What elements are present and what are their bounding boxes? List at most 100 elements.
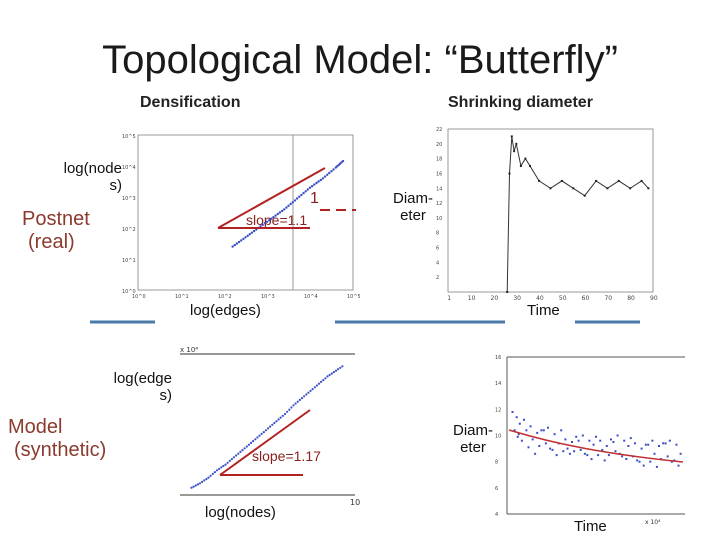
bl-point	[294, 402, 297, 405]
br-point	[575, 435, 578, 438]
br-y-tick: 10	[495, 434, 501, 440]
tl-point	[289, 202, 292, 206]
tr-y-tick: 6	[436, 246, 439, 252]
tr-x-tick: 30	[513, 295, 521, 302]
br-point	[662, 442, 665, 445]
tl-point	[240, 239, 243, 242]
tl-point	[235, 242, 239, 245]
tr-point	[513, 150, 516, 153]
br-point	[590, 458, 593, 461]
bl-point	[264, 429, 267, 432]
br-point	[677, 464, 680, 467]
tr-point	[506, 291, 509, 293]
br-point	[612, 441, 615, 443]
tl-point	[268, 219, 271, 222]
br-point	[540, 429, 543, 432]
br-point	[542, 429, 545, 432]
br-point	[555, 454, 558, 457]
tl-y-label-2: s)	[109, 177, 123, 194]
tl-x-tick: 10^5	[347, 294, 360, 300]
bl-fit-line	[219, 409, 311, 476]
tr-x-tick: 90	[650, 295, 658, 302]
br-point	[516, 435, 519, 438]
tl-point	[231, 245, 234, 248]
br-point	[536, 431, 539, 434]
tr-y-tick: 20	[436, 142, 442, 148]
bl-point	[232, 456, 236, 459]
br-y-tick: 16	[495, 355, 501, 361]
br-point	[529, 425, 532, 428]
br-point	[638, 460, 641, 463]
tr-y-tick: 16	[436, 171, 442, 177]
row-label-real-2: (real)	[28, 231, 75, 253]
bl-point	[258, 434, 261, 437]
bl-point	[273, 421, 276, 425]
br-point	[668, 439, 671, 442]
br-point	[601, 448, 604, 451]
tl-point	[323, 175, 327, 178]
tl-y-tick: 10^1	[122, 258, 136, 264]
bl-point	[190, 486, 193, 489]
br-point	[573, 450, 576, 453]
tr-point	[519, 165, 522, 167]
bl-y-label: log(edge s)	[100, 370, 172, 404]
tl-point	[328, 171, 331, 175]
tr-x-label: Time	[527, 302, 560, 319]
br-point	[629, 437, 632, 440]
tl-point	[276, 212, 279, 216]
bl-y-label-1: log(edge	[113, 370, 172, 387]
bl-point	[286, 410, 289, 413]
tl-point	[246, 234, 249, 237]
br-point	[607, 454, 610, 457]
br-point	[553, 433, 556, 436]
br-point	[534, 452, 537, 455]
tr-point	[647, 187, 650, 190]
bl-point	[313, 386, 316, 389]
br-y-tick: 6	[495, 486, 498, 492]
bl-point	[239, 450, 242, 453]
row-label-real: Postnet (real)	[22, 208, 90, 254]
br-point	[595, 435, 597, 438]
br-point	[666, 455, 669, 458]
bl-point	[249, 441, 253, 444]
tl-points	[231, 159, 345, 248]
row-label-model-2: (synthetic)	[14, 439, 107, 461]
bl-point	[320, 380, 323, 383]
bl-point	[288, 408, 291, 411]
tl-point	[263, 222, 267, 225]
tl-fit-line	[217, 167, 326, 229]
br-point	[581, 434, 584, 437]
tl-point	[287, 204, 290, 207]
bl-point	[330, 372, 333, 375]
br-point	[625, 458, 628, 460]
tr-y-label: Diam- eter	[390, 190, 436, 224]
br-point	[634, 442, 636, 445]
bl-point	[303, 395, 306, 398]
bl-point	[220, 466, 223, 469]
br-point	[517, 433, 520, 436]
br-point	[603, 459, 606, 462]
tr-y-tick: 14	[436, 186, 442, 192]
tr-point	[629, 187, 632, 190]
tl-point	[278, 211, 282, 214]
tl-point	[313, 183, 316, 186]
bl-point	[315, 384, 318, 387]
tr-point	[538, 179, 541, 182]
tl-point	[304, 190, 307, 193]
tl-x-tick: 10^1	[175, 294, 189, 300]
br-x-label: Time	[574, 518, 607, 535]
br-point	[566, 447, 569, 450]
br-point	[599, 439, 602, 442]
tl-frame	[137, 134, 354, 291]
br-x-exponent: x 10⁴	[645, 519, 661, 526]
tr-x-tick: 10	[468, 295, 476, 302]
densification-postnet-chart: 10^0 10^1 10^2 10^3 10^4 10^5 10^0 10^1 10^2 10^3…	[122, 134, 360, 300]
slide-title: Topological Model: “Butterfly”	[102, 38, 618, 82]
bl-point	[194, 484, 197, 487]
br-point	[525, 429, 528, 432]
col-densification: Densification	[140, 94, 241, 111]
tr-y-tick: 22	[436, 127, 442, 133]
tr-y-label-1: Diam-	[393, 190, 433, 207]
br-point	[513, 429, 516, 432]
bl-point	[279, 416, 282, 419]
